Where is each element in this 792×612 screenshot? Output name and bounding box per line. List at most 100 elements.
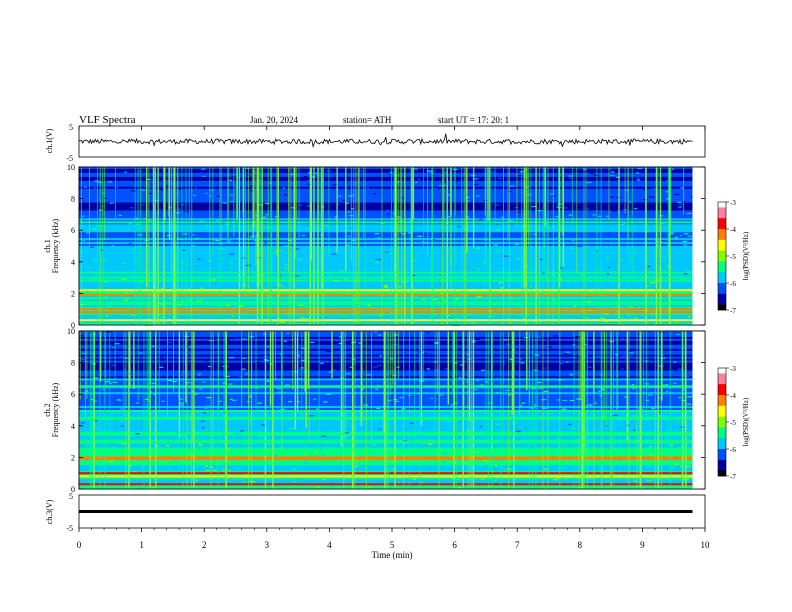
spec-speckle: [234, 432, 238, 434]
spec-speckle: [519, 405, 523, 407]
spec-sferic: [305, 331, 307, 428]
spec-speckle: [550, 193, 554, 195]
spec-speckle: [532, 233, 537, 235]
colorbar-cell: [718, 279, 726, 282]
spec-speckle: [306, 438, 309, 440]
spec-speckle: [209, 195, 212, 197]
spec-sferic: [535, 331, 537, 489]
spec-row: [79, 170, 693, 174]
colorbar-cell: [718, 254, 726, 257]
spec-speckle: [420, 481, 424, 483]
spec-speckle: [295, 248, 299, 250]
spec-speckle: [588, 366, 592, 368]
spec-row: [79, 208, 693, 211]
spec-speckle: [647, 266, 651, 268]
spec-speckle: [302, 262, 306, 264]
spec-speckle: [228, 469, 231, 471]
spec-speckle: [200, 168, 206, 170]
spec-speckle: [633, 317, 637, 319]
spec-sferic: [532, 331, 534, 489]
spec-speckle: [477, 268, 480, 271]
spec-speckle: [252, 171, 256, 173]
spec-speckle: [198, 444, 204, 446]
spec-speckle: [628, 350, 631, 352]
spec-speckle: [424, 352, 427, 354]
spec-speckle: [387, 399, 392, 402]
spec-speckle: [274, 438, 280, 440]
spec-sferic: [412, 167, 415, 220]
spec-speckle: [89, 275, 92, 277]
spec-speckle: [499, 316, 502, 319]
spec-speckle: [377, 237, 381, 239]
spec-speckle: [428, 354, 433, 357]
spec-row: [79, 257, 693, 261]
spec-speckle: [252, 350, 257, 352]
spec-speckle: [562, 400, 568, 402]
spec-sferic: [264, 331, 267, 489]
spec-sferic: [304, 331, 306, 392]
spec-speckle: [566, 302, 571, 305]
spec-speckle: [320, 362, 324, 364]
spec-speckle: [337, 374, 342, 376]
spec-speckle: [493, 188, 496, 190]
colorbar-cell: [718, 284, 726, 287]
spec-speckle: [111, 202, 116, 204]
spec-speckle: [525, 230, 531, 232]
spec-speckle: [106, 331, 112, 333]
spec-sferic: [627, 167, 629, 325]
spec-speckle: [664, 451, 668, 453]
spec-sferic: [137, 331, 139, 401]
spec-speckle: [630, 352, 634, 354]
spec-speckle: [537, 381, 542, 384]
spec-speckle: [566, 361, 569, 363]
spec-speckle: [243, 473, 249, 475]
spec-speckle: [245, 373, 248, 375]
spec-row: [79, 184, 693, 188]
spec-speckle: [407, 273, 412, 275]
spec-speckle: [474, 178, 477, 180]
spec-speckle: [617, 425, 621, 427]
spec-speckle: [269, 363, 274, 365]
colorbar-cell: [718, 375, 726, 378]
spec-speckle: [490, 263, 494, 265]
spec-speckle: [201, 427, 205, 429]
spec-speckle: [631, 384, 635, 386]
spec-speckle: [566, 199, 571, 201]
spec-speckle: [274, 454, 278, 456]
colorbar-tick-label: -7: [730, 307, 736, 315]
spec-speckle: [635, 451, 641, 453]
spec-speckle: [346, 460, 351, 462]
spec-speckle: [431, 298, 437, 301]
spec-speckle: [477, 363, 482, 365]
spec-speckle: [342, 315, 347, 317]
spec-row: [79, 230, 693, 233]
spec-speckle: [520, 362, 525, 364]
colorbar-cell: [718, 286, 726, 289]
spec-speckle: [522, 225, 528, 227]
spec-speckle: [420, 231, 424, 233]
spec-sferic: [468, 331, 471, 422]
spec-speckle: [183, 315, 188, 317]
spec-sferic: [134, 167, 136, 325]
spec-speckle: [186, 353, 191, 356]
spec-speckle: [301, 387, 306, 389]
spec-speckle: [88, 380, 94, 383]
spec-speckle: [119, 355, 123, 358]
spec-speckle: [222, 202, 228, 204]
spec-speckle: [457, 226, 461, 228]
spec-speckle: [401, 197, 406, 199]
spec-speckle: [445, 426, 449, 428]
spec-sferic: [485, 167, 487, 264]
spec-speckle: [586, 301, 592, 303]
spec-speckle: [313, 398, 317, 400]
spec-speckle: [120, 420, 124, 423]
spec-speckle: [243, 443, 248, 445]
spec-sferic: [319, 167, 321, 220]
spec-speckle: [399, 396, 404, 399]
spec-speckle: [409, 439, 415, 441]
spec-speckle: [590, 173, 594, 175]
spec-speckle: [440, 292, 443, 294]
spec-speckle: [188, 283, 192, 285]
spec-speckle: [556, 346, 560, 348]
